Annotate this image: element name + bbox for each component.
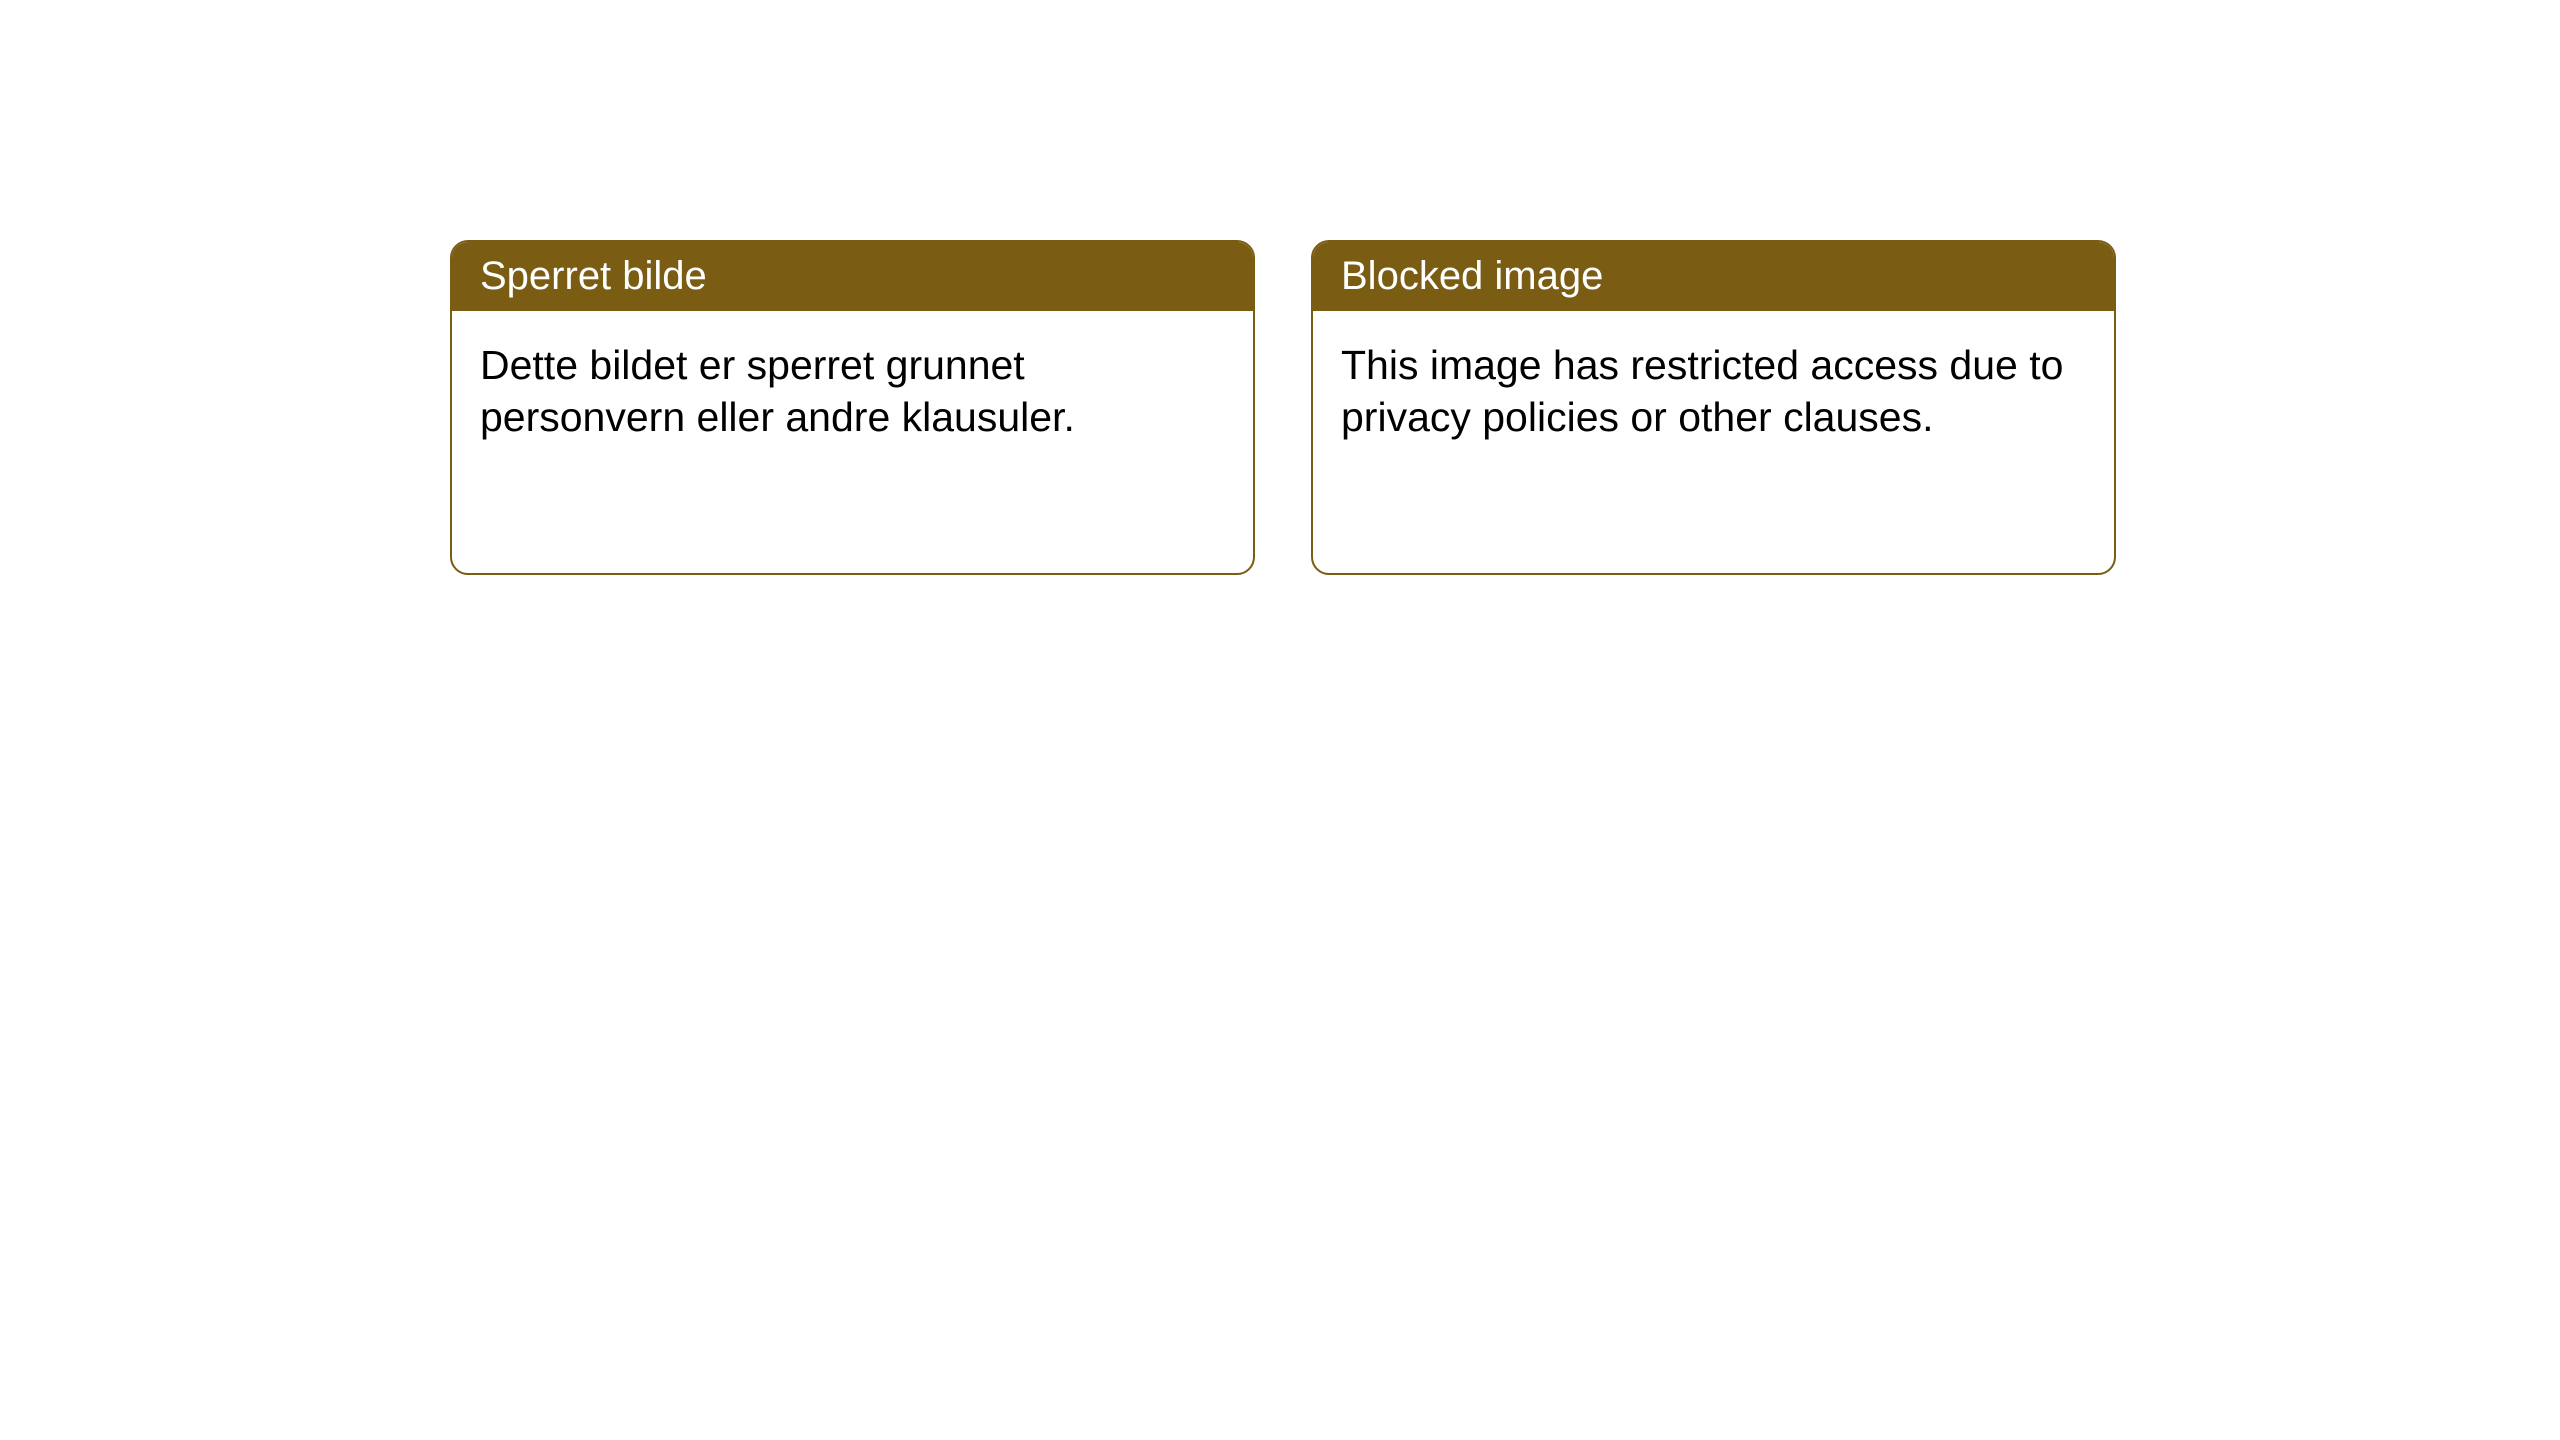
notice-text: Dette bildet er sperret grunnet personve… <box>480 342 1075 440</box>
notice-title: Blocked image <box>1341 254 1603 298</box>
notice-title: Sperret bilde <box>480 254 707 298</box>
notice-card-norwegian: Sperret bilde Dette bildet er sperret gr… <box>450 240 1255 575</box>
notice-body: This image has restricted access due to … <box>1313 311 2114 472</box>
notice-body: Dette bildet er sperret grunnet personve… <box>452 311 1253 472</box>
notice-header: Sperret bilde <box>452 242 1253 311</box>
notice-header: Blocked image <box>1313 242 2114 311</box>
notice-container: Sperret bilde Dette bildet er sperret gr… <box>450 240 2116 575</box>
notice-card-english: Blocked image This image has restricted … <box>1311 240 2116 575</box>
notice-text: This image has restricted access due to … <box>1341 342 2063 440</box>
